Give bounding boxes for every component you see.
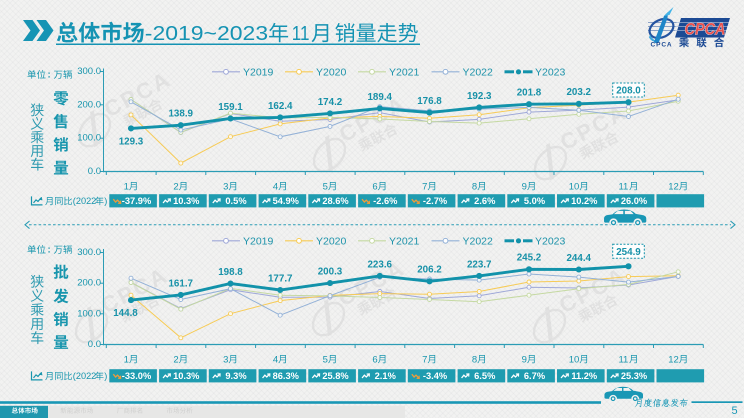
svg-text:2.6%: 2.6%	[474, 196, 496, 206]
svg-text:10.3%: 10.3%	[173, 371, 200, 381]
svg-text:5.0%: 5.0%	[524, 196, 546, 206]
svg-text:-3.4%: -3.4%	[423, 371, 448, 381]
svg-text:6.5%: 6.5%	[474, 371, 496, 381]
svg-text:12: 12	[668, 182, 679, 193]
svg-text:8: 8	[472, 355, 477, 366]
svg-text:144.8: 144.8	[113, 308, 138, 319]
svg-text:0.5%: 0.5%	[225, 196, 247, 206]
svg-text:(2022: (2022	[73, 371, 97, 381]
svg-text:9: 9	[522, 355, 527, 366]
svg-text:138.9: 138.9	[168, 109, 193, 120]
svg-text:162.4: 162.4	[268, 101, 293, 112]
svg-text:198.8: 198.8	[218, 267, 243, 278]
svg-text:CPCA: CPCA	[685, 20, 726, 39]
svg-text:159.1: 159.1	[218, 102, 243, 113]
svg-text:7: 7	[422, 182, 427, 193]
svg-text::: :	[48, 245, 51, 256]
svg-text:12: 12	[668, 355, 679, 366]
svg-text:6: 6	[372, 182, 377, 193]
svg-text:3: 3	[223, 182, 228, 193]
svg-text:Y2022: Y2022	[463, 236, 494, 248]
svg-text:5: 5	[323, 182, 328, 193]
svg-text:4: 4	[273, 355, 278, 366]
svg-text:3: 3	[223, 355, 228, 366]
svg-text:10: 10	[569, 182, 580, 193]
svg-text:): )	[104, 371, 107, 381]
svg-text:189.4: 189.4	[367, 92, 392, 103]
svg-text:-2019~2023: -2019~2023	[145, 23, 268, 45]
svg-text:2: 2	[173, 355, 178, 366]
svg-text:54.9%: 54.9%	[273, 196, 300, 206]
svg-text:7: 7	[422, 355, 427, 366]
svg-text:6.7%: 6.7%	[524, 371, 546, 381]
svg-text:177.7: 177.7	[268, 273, 293, 284]
svg-text:245.2: 245.2	[517, 253, 542, 264]
svg-text:2: 2	[173, 182, 178, 193]
svg-text:10.2%: 10.2%	[571, 196, 598, 206]
svg-text:9: 9	[522, 182, 527, 193]
svg-text:201.8: 201.8	[517, 88, 542, 99]
svg-text:11.2%: 11.2%	[571, 371, 598, 381]
svg-text:300.0: 300.0	[77, 247, 101, 258]
svg-text:86.3%: 86.3%	[273, 371, 300, 381]
svg-text:Y2021: Y2021	[389, 67, 420, 79]
svg-text:-33.0%: -33.0%	[122, 371, 152, 381]
svg-text:208.0: 208.0	[616, 86, 641, 97]
svg-text:Y2019: Y2019	[243, 67, 274, 79]
svg-text:254.9: 254.9	[616, 247, 641, 258]
svg-text:1: 1	[124, 355, 129, 366]
svg-text:100.0: 100.0	[77, 308, 101, 319]
svg-text:(2022: (2022	[73, 196, 97, 206]
svg-text:203.2: 203.2	[566, 87, 591, 98]
svg-text:5: 5	[323, 355, 328, 366]
svg-text:1: 1	[124, 182, 129, 193]
svg-text:28.6%: 28.6%	[322, 196, 349, 206]
svg-text:-2.7%: -2.7%	[423, 196, 448, 206]
svg-text:-2.6%: -2.6%	[373, 196, 398, 206]
svg-text:): )	[104, 196, 107, 206]
svg-text:Y2020: Y2020	[316, 236, 347, 248]
svg-text:11: 11	[618, 355, 628, 366]
svg-text:192.3: 192.3	[467, 91, 492, 102]
svg-text:200.0: 200.0	[77, 278, 101, 289]
svg-text:161.7: 161.7	[168, 278, 193, 289]
svg-text:10: 10	[569, 355, 580, 366]
svg-text:CPCA: CPCA	[651, 42, 673, 49]
svg-text:200.0: 200.0	[77, 99, 101, 110]
svg-text:206.2: 206.2	[417, 265, 442, 276]
svg-text:10.3%: 10.3%	[173, 196, 200, 206]
svg-text:Y2022: Y2022	[463, 67, 494, 79]
svg-text:176.8: 176.8	[417, 96, 442, 107]
svg-text:5: 5	[731, 405, 737, 417]
svg-text:0.0: 0.0	[88, 166, 101, 177]
svg-text:223.7: 223.7	[467, 259, 492, 270]
svg-text:129.3: 129.3	[119, 136, 144, 147]
svg-text:-37.9%: -37.9%	[122, 196, 152, 206]
svg-text:2.1%: 2.1%	[375, 371, 397, 381]
svg-text:0.0: 0.0	[88, 339, 101, 350]
svg-text::: :	[48, 70, 51, 81]
svg-text:9.3%: 9.3%	[225, 371, 247, 381]
svg-text:244.4: 244.4	[566, 253, 591, 264]
svg-text:25.3%: 25.3%	[621, 371, 648, 381]
svg-text:Y2021: Y2021	[389, 236, 420, 248]
svg-text:6: 6	[372, 355, 377, 366]
svg-text:Y2023: Y2023	[535, 67, 566, 79]
svg-text:8: 8	[472, 182, 477, 193]
svg-text:Y2023: Y2023	[535, 236, 566, 248]
svg-text:100.0: 100.0	[77, 133, 101, 144]
svg-text:Y2020: Y2020	[316, 67, 347, 79]
svg-text:174.2: 174.2	[318, 97, 343, 108]
svg-text:300.0: 300.0	[77, 66, 101, 77]
svg-text:25.8%: 25.8%	[322, 371, 349, 381]
svg-text:26.0%: 26.0%	[621, 196, 648, 206]
svg-text:4: 4	[273, 182, 278, 193]
svg-text:11: 11	[618, 182, 628, 193]
svg-text:11: 11	[292, 23, 310, 45]
svg-text:200.3: 200.3	[318, 266, 343, 277]
svg-text:Y2019: Y2019	[243, 236, 274, 248]
svg-text:223.6: 223.6	[367, 259, 392, 270]
